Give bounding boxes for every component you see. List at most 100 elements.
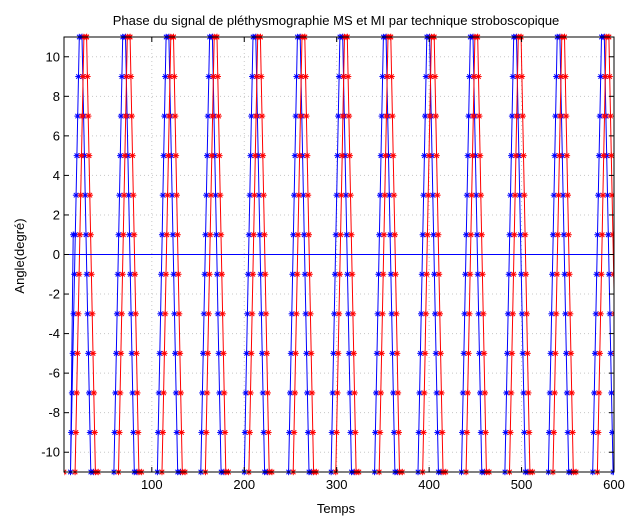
series-2-point (173, 191, 180, 199)
series-2-point (507, 429, 514, 436)
series-2-point (132, 310, 139, 318)
point-stroke (554, 271, 560, 277)
point-stroke (479, 271, 486, 277)
series-2-point (523, 310, 530, 318)
series-2-point (379, 310, 386, 318)
point-stroke (382, 192, 388, 198)
point-stroke (483, 429, 489, 436)
point-stroke (331, 311, 337, 317)
point-stroke (335, 350, 341, 356)
point-stroke (596, 390, 602, 396)
point-stroke (72, 232, 78, 238)
series-1-point (345, 310, 352, 318)
point-stroke (174, 192, 180, 198)
point-stroke (164, 232, 170, 238)
point-stroke (303, 350, 310, 356)
point-stroke (216, 153, 222, 159)
point-stroke (74, 153, 80, 159)
point-stroke (172, 113, 178, 119)
series-2-point (352, 429, 359, 436)
point-stroke (127, 271, 133, 277)
y-tick-label: 0 (53, 247, 60, 262)
point-stroke (171, 271, 177, 277)
series-2-point (171, 112, 179, 120)
point-stroke (293, 113, 299, 119)
series-1-point (376, 191, 384, 199)
series-2-point (178, 429, 185, 436)
point-stroke (156, 390, 162, 396)
series-2-point (334, 350, 342, 357)
point-stroke (215, 113, 222, 119)
series-1-point (419, 231, 427, 238)
point-stroke (160, 429, 166, 436)
series-1-point (159, 191, 167, 199)
point-stroke (510, 271, 517, 277)
point-stroke (426, 153, 432, 159)
point-stroke (301, 232, 307, 238)
point-stroke (431, 271, 437, 277)
point-stroke (520, 153, 527, 159)
series-2-point (344, 73, 352, 80)
series-2-point (562, 73, 569, 80)
series-2-point (219, 310, 226, 318)
point-stroke (88, 232, 94, 238)
series-2-point (567, 350, 575, 357)
series-1-point (606, 310, 614, 318)
point-stroke (521, 390, 527, 396)
point-stroke (375, 311, 381, 317)
series-2-point (425, 191, 432, 199)
x-tick-label: 300 (326, 477, 348, 492)
point-stroke (476, 311, 482, 317)
point-stroke (503, 429, 509, 436)
point-stroke (289, 311, 295, 317)
point-stroke (611, 313, 614, 317)
series-2-point (295, 191, 303, 199)
series-1-point (259, 389, 267, 397)
point-stroke (508, 390, 514, 396)
series-1-point (431, 271, 438, 278)
point-stroke (215, 73, 221, 80)
point-stroke (247, 429, 253, 436)
series-2-point (436, 310, 443, 318)
point-stroke (522, 232, 528, 238)
point-stroke (173, 153, 179, 159)
series-2-point (376, 429, 384, 436)
series-2-point (174, 231, 181, 238)
series-1-point (422, 73, 430, 80)
point-stroke (345, 311, 351, 317)
series-2-point (165, 152, 172, 159)
point-stroke (551, 429, 557, 436)
point-stroke (169, 192, 175, 198)
point-stroke (116, 192, 123, 198)
point-stroke (517, 232, 524, 238)
point-stroke (418, 311, 424, 317)
series-1-point (301, 271, 309, 278)
point-stroke (608, 350, 614, 356)
point-stroke (295, 232, 301, 238)
point-stroke (434, 192, 440, 198)
series-1-point (417, 350, 424, 357)
point-stroke (336, 311, 342, 317)
series-1-point (343, 231, 350, 238)
series-2-point (90, 389, 98, 397)
point-stroke (503, 390, 510, 396)
point-stroke (546, 429, 552, 436)
point-stroke (505, 311, 511, 317)
point-stroke (508, 153, 514, 159)
point-stroke (174, 429, 180, 436)
series-2-point (261, 231, 268, 238)
point-stroke (220, 350, 226, 356)
point-stroke (259, 350, 265, 356)
point-stroke (462, 271, 469, 277)
series-1-point (245, 271, 252, 278)
point-stroke (249, 311, 255, 317)
series-1-point (334, 152, 341, 159)
series-2-point (421, 350, 429, 357)
point-stroke (155, 429, 161, 436)
point-stroke (118, 350, 124, 356)
point-stroke (419, 271, 425, 277)
point-stroke (69, 390, 75, 396)
point-stroke (420, 232, 426, 238)
point-stroke (85, 113, 91, 119)
series-2-point (171, 73, 178, 80)
